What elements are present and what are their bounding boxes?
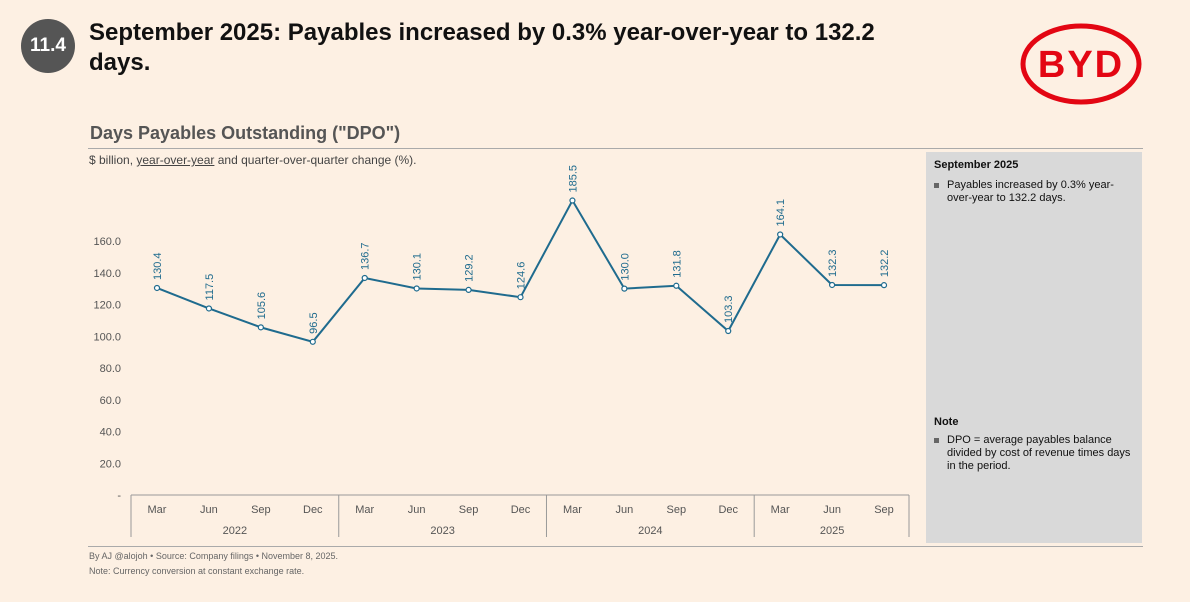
- byd-logo: BYD: [1020, 22, 1142, 111]
- data-point: [465, 286, 472, 293]
- x-tick-label: Mar: [771, 504, 790, 516]
- data-point: [569, 197, 576, 204]
- data-point: [361, 274, 368, 282]
- side-panel: September 2025 Payables increased by 0.3…: [926, 152, 1142, 543]
- data-label: 130.0: [619, 253, 631, 281]
- data-label: 130.4: [152, 252, 164, 280]
- x-tick-label: Jun: [823, 504, 841, 516]
- x-tick-label: Dec: [511, 504, 531, 516]
- data-label: 136.7: [360, 242, 372, 270]
- data-label: 103.3: [723, 295, 735, 323]
- section-badge: 11.4: [21, 19, 75, 73]
- divider: [88, 148, 1143, 149]
- x-tick-label: Jun: [200, 504, 218, 516]
- data-point: [673, 282, 680, 289]
- year-label: 2023: [430, 525, 454, 537]
- y-tick-label: 80.0: [100, 363, 121, 375]
- data-point: [517, 294, 524, 301]
- data-label: 185.5: [567, 165, 579, 193]
- data-label: 129.2: [464, 254, 476, 282]
- x-tick-label: Sep: [874, 504, 894, 516]
- x-tick-label: Jun: [615, 504, 633, 516]
- y-tick-label: 140.0: [93, 268, 121, 280]
- y-tick-label: 100.0: [93, 331, 121, 343]
- data-label: 117.5: [204, 274, 216, 301]
- x-tick-label: Dec: [303, 504, 323, 516]
- data-label: 132.3: [827, 249, 839, 277]
- data-label: 124.6: [516, 262, 528, 290]
- data-point: [413, 285, 420, 292]
- data-point: [257, 324, 264, 331]
- data-point: [205, 305, 213, 312]
- bullet-icon: [934, 438, 939, 443]
- data-label: 164.1: [775, 199, 787, 227]
- headline: September 2025: Payables increased by 0.…: [89, 19, 875, 76]
- bullet-icon: [934, 183, 939, 188]
- svg-text:BYD: BYD: [1038, 44, 1124, 86]
- x-tick-label: Sep: [667, 504, 687, 516]
- side-bullet: Payables increased by 0.3% year-over-yea…: [934, 179, 1134, 205]
- yoy-link[interactable]: year-over-year: [136, 153, 215, 167]
- y-tick-label: 40.0: [100, 427, 121, 439]
- data-point: [621, 285, 628, 292]
- chart-title: Days Payables Outstanding ("DPO"): [90, 123, 401, 143]
- x-tick-label: Sep: [459, 504, 479, 516]
- year-label: 2024: [638, 525, 662, 537]
- year-label: 2025: [820, 525, 844, 537]
- y-tick-label: 60.0: [100, 395, 121, 407]
- y-tick-label: 120.0: [93, 300, 121, 312]
- data-label: 131.8: [671, 250, 683, 278]
- data-label: 130.1: [412, 253, 424, 281]
- x-tick-label: Dec: [718, 504, 738, 516]
- x-tick-label: Mar: [563, 504, 582, 516]
- x-tick-label: Jun: [408, 504, 426, 516]
- data-point: [828, 281, 836, 289]
- data-point: [777, 231, 784, 238]
- y-tick-label: 160.0: [93, 236, 121, 248]
- x-tick-label: Sep: [251, 504, 271, 516]
- y-tick-label: 20.0: [100, 458, 121, 470]
- footer-note: Note: Currency conversion at constant ex…: [89, 566, 305, 576]
- x-tick-label: Mar: [148, 504, 167, 516]
- data-point: [309, 338, 316, 345]
- data-label: 132.2: [879, 250, 891, 278]
- data-label: 105.6: [256, 292, 268, 320]
- data-point: [725, 327, 732, 335]
- chart-subtitle: $ billion, year-over-year and quarter-ov…: [89, 153, 417, 167]
- y-tick-label: -: [117, 490, 121, 502]
- divider: [88, 546, 1143, 547]
- x-tick-label: Mar: [355, 504, 374, 516]
- data-label: 96.5: [308, 312, 320, 333]
- data-point: [153, 284, 161, 292]
- side-title-note: Note: [934, 416, 959, 428]
- year-label: 2022: [223, 525, 247, 537]
- data-point: [880, 282, 888, 289]
- side-note: DPO = average payables balance divided b…: [934, 434, 1134, 473]
- footer-source: By AJ @alojoh • Source: Company filings …: [89, 551, 339, 561]
- side-title-period: September 2025: [934, 159, 1019, 171]
